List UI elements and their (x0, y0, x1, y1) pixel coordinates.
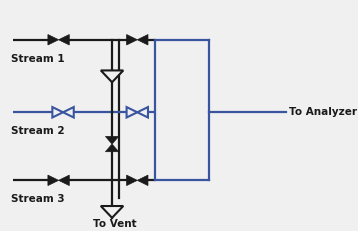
Polygon shape (101, 70, 123, 82)
Polygon shape (106, 144, 118, 152)
Polygon shape (137, 34, 148, 45)
Text: Stream 2: Stream 2 (11, 126, 65, 136)
Polygon shape (127, 34, 137, 45)
Polygon shape (48, 34, 59, 45)
Text: Stream 3: Stream 3 (11, 194, 65, 204)
Polygon shape (101, 206, 123, 218)
Polygon shape (48, 175, 59, 185)
Polygon shape (52, 107, 63, 118)
Polygon shape (137, 107, 148, 118)
Text: To Analyzer: To Analyzer (289, 107, 357, 117)
Text: To Vent: To Vent (93, 219, 137, 229)
Text: Stream 1: Stream 1 (11, 54, 65, 64)
Polygon shape (63, 107, 74, 118)
Polygon shape (137, 175, 148, 185)
Polygon shape (59, 34, 69, 45)
Polygon shape (127, 175, 137, 185)
Polygon shape (127, 107, 137, 118)
Polygon shape (106, 137, 118, 144)
Polygon shape (59, 175, 69, 185)
